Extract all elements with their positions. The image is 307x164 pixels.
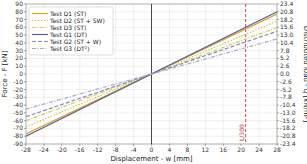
legend-swatch <box>32 48 48 49</box>
x-tick-label: 24 <box>255 146 263 153</box>
y-tick-label: 50 <box>15 31 23 38</box>
y2-tick-label: 13.0 <box>280 31 294 38</box>
x-tick-label: 20 <box>237 146 245 153</box>
y-axis-title: Force - F [kN] <box>1 50 9 97</box>
legend-swatch <box>32 34 48 35</box>
y-tick-label: 30 <box>15 47 23 54</box>
y2-tick-label: 2.6 <box>280 62 290 69</box>
annotation-label: L/300 <box>238 124 245 141</box>
grid <box>26 4 277 144</box>
plot-area <box>26 4 277 144</box>
chart: -28-24-20-16-12-8-40481216202428-90-80-7… <box>0 0 307 164</box>
x-tick-label: 16 <box>219 146 227 153</box>
y-tick-label: 60 <box>15 23 23 30</box>
series-line <box>26 27 277 120</box>
y2-tick-label: -15.6 <box>280 117 296 124</box>
series-line <box>26 14 277 134</box>
legend-label: Test D3 (ST) <box>49 24 86 31</box>
y2-tick-label: 7.8 <box>280 47 290 54</box>
y2-tick-label: 5.2 <box>280 54 290 61</box>
y-tick-label: 0 <box>19 70 23 77</box>
y2-tick-label: 15.6 <box>280 23 294 30</box>
x-tick-label: 28 <box>273 146 281 153</box>
y-tick-label: -90 <box>13 140 23 147</box>
x-tick-label: -28 <box>21 146 31 153</box>
legend-label: Test G3 (DT²) <box>49 45 89 52</box>
y2-tick-label: -13.0 <box>280 109 296 116</box>
y-tick-label: -60 <box>13 117 23 124</box>
y2-tick-label: -10.4 <box>280 101 296 108</box>
legend-label: Test G1 (DT) <box>49 31 87 38</box>
annotation-line <box>245 4 246 144</box>
y2-tick-label: -2.6 <box>280 78 292 85</box>
y-tick-label: -50 <box>13 109 23 116</box>
y2-tick-label: 0.0 <box>280 70 290 77</box>
legend-label: Test G2 (ST + W) <box>49 38 101 45</box>
x-tick-label: -8 <box>113 146 119 153</box>
y2-axis-title: Distributed load - q [kN/m²] <box>302 26 307 123</box>
axes: -28-24-20-16-12-8-40481216202428-90-80-7… <box>13 0 296 153</box>
plot-frame <box>26 4 277 144</box>
x-axis-title: Displacement - w [mm] <box>110 155 192 163</box>
x-tick-label: 8 <box>185 146 189 153</box>
y2-tick-label: 20.8 <box>280 8 294 15</box>
y2-tick-label: 18.2 <box>280 16 294 23</box>
y-tick-label: -80 <box>13 132 23 139</box>
legend-box <box>29 7 113 55</box>
legend-swatch <box>32 20 48 21</box>
series-line <box>26 39 277 109</box>
y-tick-label: 80 <box>15 8 23 15</box>
x-tick-label: -4 <box>131 146 137 153</box>
legend: Test D1 (ST)Test D2 (ST + SW)Test D3 (ST… <box>29 7 113 55</box>
legend-label: Test D1 (ST) <box>49 10 86 17</box>
series-line <box>26 31 277 116</box>
x-tick-label: -24 <box>39 146 49 153</box>
y-tick-label: 40 <box>15 39 23 46</box>
legend-swatch <box>32 27 48 28</box>
legend-swatch <box>32 13 48 14</box>
y2-tick-label: -5.2 <box>280 86 292 93</box>
y-tick-label: 90 <box>15 0 23 7</box>
x-tick-label: -20 <box>57 146 67 153</box>
y2-tick-label: 10.4 <box>280 39 294 46</box>
x-tick-label: -12 <box>93 146 103 153</box>
series-line <box>26 12 277 137</box>
y-tick-label: -30 <box>13 93 23 100</box>
y-tick-label: -70 <box>13 124 23 131</box>
background <box>0 0 307 164</box>
legend-swatch <box>32 41 48 42</box>
y2-tick-label: -23.4 <box>280 140 296 147</box>
y2-tick-label: 23.4 <box>280 0 294 7</box>
x-tick-label: 0 <box>150 146 154 153</box>
y-tick-label: 20 <box>15 54 23 61</box>
y2-tick-label: -7.8 <box>280 93 292 100</box>
y-tick-label: -40 <box>13 101 23 108</box>
y2-tick-label: -18.2 <box>280 124 296 131</box>
y-tick-label: 70 <box>15 16 23 23</box>
y-tick-label: -10 <box>13 78 23 85</box>
x-tick-label: 4 <box>168 146 172 153</box>
y-tick-label: -20 <box>13 86 23 93</box>
x-tick-label: 12 <box>201 146 209 153</box>
y-tick-label: 10 <box>15 62 23 69</box>
x-tick-label: -16 <box>75 146 85 153</box>
y2-tick-label: -20.8 <box>280 132 296 139</box>
legend-label: Test D2 (ST + SW) <box>49 17 105 24</box>
series-line <box>26 21 277 127</box>
